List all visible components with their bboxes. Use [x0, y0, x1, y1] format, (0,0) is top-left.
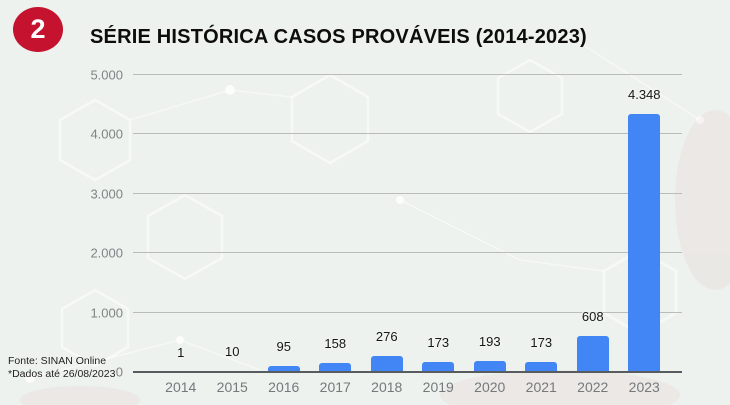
- bar-2023: [628, 113, 661, 372]
- x-tick-label-2018: 2018: [371, 379, 403, 395]
- value-label-2016: 95: [276, 339, 291, 355]
- y-tick-label: 4.000: [90, 126, 123, 142]
- value-label-2022: 608: [581, 308, 604, 324]
- value-label-2021: 173: [530, 334, 553, 350]
- bar-2016: [267, 366, 300, 372]
- section-number-badge: 2: [13, 7, 63, 52]
- x-tick-label-2020: 2020: [474, 379, 506, 395]
- gridline-3.000: [133, 192, 682, 194]
- bar-chart-plot-area: 0 1.000 2.000 3.000 4.000 5.000 1 2014 10 2015 95…: [90, 69, 682, 395]
- x-tick-label-2015: 2015: [216, 379, 248, 395]
- value-label-2015: 10: [225, 344, 240, 360]
- bar-2019: [422, 361, 455, 372]
- value-label-2014: 1: [177, 344, 185, 360]
- x-tick-label-2022: 2022: [577, 379, 609, 395]
- value-label-2018: 276: [375, 328, 398, 344]
- x-tick-label-2014: 2014: [165, 379, 197, 395]
- source-note: Fonte: SINAN Online: [8, 355, 107, 367]
- value-label-2019: 173: [427, 334, 450, 350]
- x-tick-label-2023: 2023: [628, 379, 660, 395]
- value-label-2020: 193: [478, 333, 501, 349]
- footer-notes: Fonte: SINAN Online *Dados até 26/08/202…: [8, 355, 115, 381]
- x-tick-label-2021: 2021: [525, 379, 557, 395]
- y-tick-label: 3.000: [90, 186, 123, 202]
- bar-2021: [525, 361, 558, 372]
- y-tick-label: 5.000: [90, 67, 123, 83]
- chart-title: SÉRIE HISTÓRICA CASOS PROVÁVEIS (2014-20…: [90, 26, 587, 48]
- bar-2017: [319, 362, 352, 372]
- gridline-1.000: [133, 311, 682, 313]
- bar-2022: [576, 335, 609, 372]
- data-cutoff-note: *Dados até 26/08/2023: [8, 368, 116, 380]
- x-tick-label-2019: 2019: [422, 379, 454, 395]
- y-tick-label: 2.000: [90, 245, 123, 261]
- x-tick-label-2017: 2017: [319, 379, 351, 395]
- gridline-5.000: [133, 74, 682, 75]
- gridline-2.000: [133, 252, 682, 254]
- header: 2 SÉRIE HISTÓRICA CASOS PROVÁVEIS (2014-…: [0, 0, 730, 62]
- gridline-4.000: [133, 133, 682, 135]
- bar-2020: [473, 360, 506, 372]
- y-tick-label: 0: [115, 364, 123, 380]
- x-axis-line: [133, 371, 682, 373]
- bar-2018: [370, 355, 403, 372]
- value-label-2023: 4.348: [627, 86, 661, 102]
- y-tick-label: 1.000: [90, 305, 123, 321]
- x-tick-label-2016: 2016: [268, 379, 300, 395]
- value-label-2017: 158: [324, 335, 347, 351]
